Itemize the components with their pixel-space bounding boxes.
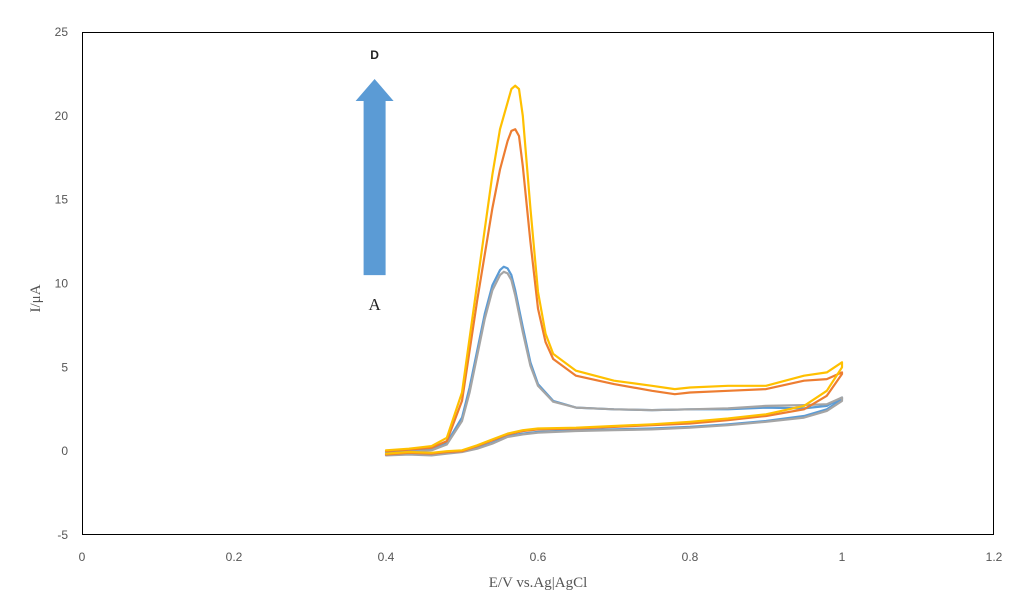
x-tick-label: 1	[839, 550, 846, 564]
x-axis-label: E/V vs.Ag|AgCl	[489, 575, 588, 591]
annotation-top-label: D	[370, 48, 379, 62]
x-tick-label: 0.2	[226, 550, 243, 564]
y-tick-label: -5	[57, 528, 68, 542]
series-layer	[384, 84, 844, 457]
series-line-4	[384, 84, 844, 455]
plot-area-border	[82, 32, 994, 535]
y-tick-label: 5	[61, 360, 68, 374]
up-arrow-icon	[355, 78, 394, 276]
y-tick-label: 20	[55, 109, 69, 123]
y-tick-label: 25	[55, 25, 69, 39]
annotation-bottom-label: A	[368, 295, 381, 314]
y-axis-ticks: -5 0 5 10 15 20 25	[55, 25, 69, 542]
x-tick-label: 0.6	[530, 550, 547, 564]
y-tick-label: 0	[61, 444, 68, 458]
y-tick-label: 15	[55, 193, 69, 207]
series-line-2	[384, 270, 844, 457]
x-tick-label: 0.8	[682, 550, 699, 564]
x-tick-label: 0.4	[378, 550, 395, 564]
annotation-layer: D A	[355, 48, 394, 314]
x-tick-label: 0	[79, 550, 86, 564]
x-axis-ticks: 0 0.2 0.4 0.6 0.8 1 1.2	[79, 550, 1003, 564]
y-axis-label: I/μA	[28, 284, 44, 312]
x-tick-label: 1.2	[986, 550, 1003, 564]
y-tick-label: 10	[55, 277, 69, 291]
